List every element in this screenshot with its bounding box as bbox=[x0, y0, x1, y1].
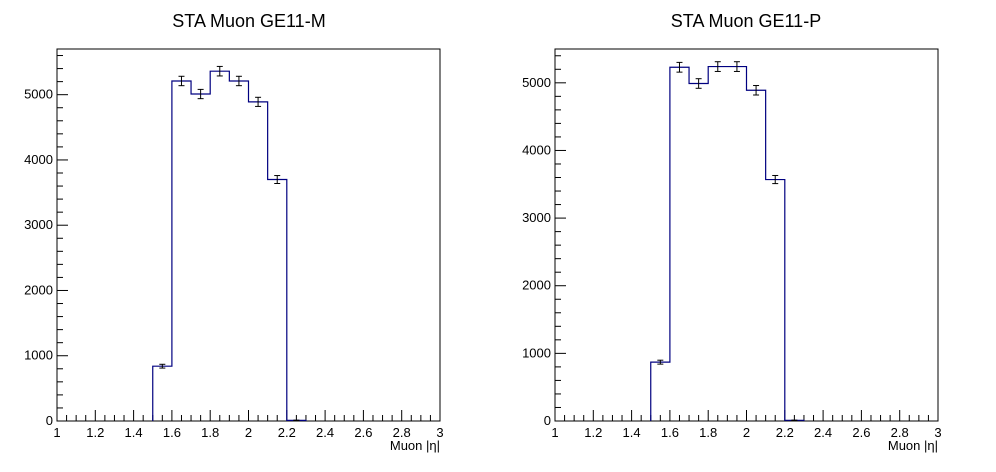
y-axis: 0 1000 2000 3000 4000 5000 bbox=[24, 55, 68, 428]
y-tick-label: 1000 bbox=[522, 345, 551, 360]
x-tick-label: 3 bbox=[934, 425, 941, 440]
y-tick-label: 0 bbox=[544, 413, 551, 428]
error-bar bbox=[695, 78, 702, 89]
chart-title: STA Muon GE11-P bbox=[671, 11, 821, 31]
x-tick-label: 2 bbox=[743, 425, 750, 440]
error-bar bbox=[714, 61, 721, 72]
x-tick-label: 2.8 bbox=[393, 425, 411, 440]
error-bar bbox=[178, 75, 185, 87]
x-axis-title: Muon |η| bbox=[390, 438, 440, 453]
x-tick-label: 1.4 bbox=[125, 425, 143, 440]
y-tick-label: 4000 bbox=[24, 152, 53, 167]
y-tick-label: 5000 bbox=[522, 75, 551, 90]
y-axis: 0 1000 2000 3000 4000 5000 bbox=[522, 55, 566, 428]
x-tick-label: 2.6 bbox=[852, 425, 870, 440]
x-tick-label: 2.2 bbox=[776, 425, 794, 440]
x-tick-label: 2.4 bbox=[316, 425, 334, 440]
histogram-panel-left: STA Muon GE11-M 1 1.2 1.4 1.6 1.8 2 2.2 2.4 2.6 2… bbox=[24, 11, 444, 453]
error-bar bbox=[197, 88, 204, 100]
y-tick-label: 1000 bbox=[24, 348, 53, 363]
x-tick-label: 2.2 bbox=[278, 425, 296, 440]
histogram-panel-right: STA Muon GE11-P 1 1.2 1.4 1.6 1.8 2 2.2 2.4 2.6 2… bbox=[522, 11, 942, 453]
x-tick-label: 1.8 bbox=[699, 425, 717, 440]
error-bar bbox=[657, 359, 664, 365]
y-tick-label: 2000 bbox=[522, 278, 551, 293]
y-tick-label: 3000 bbox=[522, 210, 551, 225]
y-tick-label: 0 bbox=[46, 413, 53, 428]
x-tick-label: 1.8 bbox=[201, 425, 219, 440]
error-bar bbox=[255, 96, 262, 107]
error-bar bbox=[676, 61, 683, 73]
chart-title: STA Muon GE11-M bbox=[172, 11, 325, 31]
histogram-outline bbox=[650, 65, 805, 421]
error-bar bbox=[216, 65, 223, 77]
x-tick-label: 1.2 bbox=[584, 425, 602, 440]
y-tick-label: 4000 bbox=[522, 142, 551, 157]
histogram-outline bbox=[152, 70, 307, 421]
x-axis: 1 1.2 1.4 1.6 1.8 2 2.2 2.4 2.6 2.8 3 bbox=[551, 410, 942, 440]
x-tick-label: 2.4 bbox=[814, 425, 832, 440]
x-tick-label: 1.6 bbox=[661, 425, 679, 440]
x-tick-label: 2 bbox=[245, 425, 252, 440]
x-tick-label: 1 bbox=[53, 425, 60, 440]
histogram-bars bbox=[152, 65, 307, 422]
error-bar bbox=[274, 175, 281, 185]
error-bar bbox=[733, 61, 740, 72]
error-bar bbox=[753, 85, 760, 96]
plot-frame bbox=[554, 48, 939, 422]
y-tick-label: 2000 bbox=[24, 282, 53, 297]
y-tick-label: 3000 bbox=[24, 217, 53, 232]
x-tick-label: 1.4 bbox=[623, 425, 641, 440]
x-tick-label: 2.6 bbox=[354, 425, 372, 440]
plot-frame bbox=[56, 48, 441, 422]
x-tick-label: 1 bbox=[551, 425, 558, 440]
y-tick-label: 5000 bbox=[24, 87, 53, 102]
x-axis-title: Muon |η| bbox=[888, 438, 938, 453]
error-bar bbox=[772, 174, 779, 185]
error-bar bbox=[159, 363, 166, 369]
x-tick-label: 1.6 bbox=[163, 425, 181, 440]
histogram-bars bbox=[650, 61, 805, 422]
error-bar bbox=[235, 75, 242, 87]
x-tick-label: 2.8 bbox=[891, 425, 909, 440]
x-tick-label: 3 bbox=[436, 425, 443, 440]
x-tick-label: 1.2 bbox=[86, 425, 104, 440]
x-axis: 1 1.2 1.4 1.6 1.8 2 2.2 2.4 2.6 2.8 3 bbox=[53, 410, 444, 440]
